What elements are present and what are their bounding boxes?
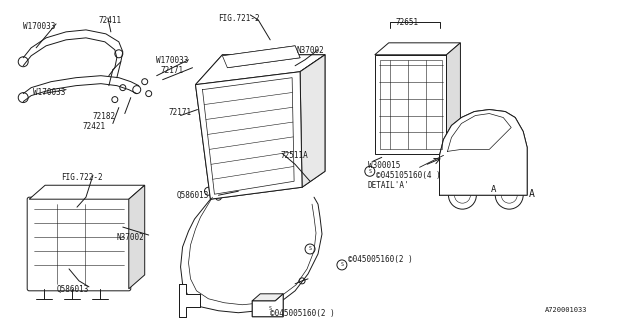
Polygon shape (195, 55, 325, 85)
Text: A: A (492, 185, 497, 194)
Text: N37002: N37002 (117, 233, 145, 242)
FancyBboxPatch shape (375, 55, 447, 154)
Polygon shape (195, 72, 302, 199)
Text: W170033: W170033 (33, 88, 65, 97)
Text: FIG.721-2: FIG.721-2 (218, 14, 260, 23)
Polygon shape (447, 43, 460, 154)
Polygon shape (29, 185, 145, 199)
Text: 72411: 72411 (99, 16, 122, 25)
Text: W170033: W170033 (156, 56, 188, 65)
Polygon shape (222, 46, 300, 68)
Text: 72171: 72171 (168, 108, 192, 116)
Text: Q586013: Q586013 (57, 285, 90, 294)
Text: Q586013: Q586013 (177, 191, 209, 200)
Polygon shape (179, 284, 200, 317)
Text: 72171: 72171 (161, 66, 184, 75)
Text: DETAIL'A': DETAIL'A' (368, 181, 410, 190)
Polygon shape (252, 294, 283, 301)
Polygon shape (129, 185, 145, 289)
Text: S: S (340, 262, 343, 268)
Text: 72651: 72651 (396, 18, 419, 27)
Polygon shape (375, 43, 460, 55)
Text: W300015: W300015 (368, 161, 400, 170)
Text: ©045005160(2 ): ©045005160(2 ) (348, 255, 413, 264)
Text: 72421: 72421 (83, 122, 106, 131)
Text: W170033: W170033 (23, 22, 56, 31)
Text: 72511A: 72511A (280, 151, 308, 160)
Polygon shape (440, 109, 527, 195)
Text: ©045105160(4 ): ©045105160(4 ) (376, 171, 440, 180)
Text: S: S (369, 169, 371, 174)
Text: ©045005160(2 ): ©045005160(2 ) (270, 309, 335, 318)
FancyBboxPatch shape (27, 197, 131, 291)
Polygon shape (252, 294, 283, 317)
Text: A: A (529, 189, 535, 199)
Text: FIG.722-2: FIG.722-2 (61, 173, 102, 182)
Text: 72182: 72182 (93, 112, 116, 121)
Text: S: S (308, 246, 312, 252)
Text: N37002: N37002 (296, 46, 324, 55)
Polygon shape (300, 55, 325, 187)
Text: S: S (269, 306, 271, 311)
Text: A720001033: A720001033 (545, 307, 588, 313)
